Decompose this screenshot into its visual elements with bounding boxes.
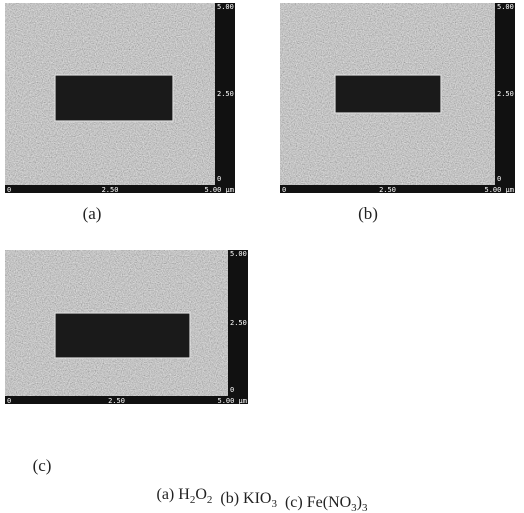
etched-region	[54, 312, 191, 359]
bottom-scale-strip	[280, 185, 515, 193]
right-axis-label: 5.00	[217, 3, 234, 11]
bottom-axis-label: 2.50	[108, 397, 125, 405]
panel-label: (a)	[83, 204, 102, 223]
afm-panel: 5.00 2.50 0 0 2.50 5.00 μm (c)	[5, 250, 248, 475]
afm-panel: 5.00 2.50 0 0 2.50 5.00 μm (b)	[280, 3, 515, 223]
bottom-scale-strip	[5, 185, 235, 193]
bottom-axis-label: 0	[7, 397, 11, 405]
formula-subscript: 3	[351, 502, 357, 513]
bottom-axis-label: 0	[7, 186, 11, 194]
formula-text: O	[195, 486, 207, 503]
bottom-scale-strip	[5, 396, 248, 404]
afm-panel: 5.00 2.50 0 0 2.50 5.00 μm (a)	[5, 3, 235, 223]
right-axis-label: 2.50	[217, 90, 234, 98]
right-axis-label: 0	[217, 175, 221, 183]
formula-text: Fe(NO	[307, 494, 351, 511]
right-axis-label: 5.00	[497, 3, 514, 11]
caption-label: (b)	[220, 490, 239, 507]
etched-region	[54, 74, 174, 122]
formula-text: H	[178, 486, 190, 503]
formula-subscript: 3	[271, 498, 277, 510]
bottom-axis-label: 2.50	[102, 186, 119, 194]
bottom-axis-label: 5.00 μm	[484, 186, 514, 194]
caption-label: (c)	[285, 494, 303, 511]
panel-label: (b)	[358, 204, 378, 223]
right-axis-label: 5.00	[230, 250, 247, 258]
formula-text: KIO	[243, 490, 271, 507]
caption: (a) H2O2 (b) KIO3 (c) Fe(NO3)3	[156, 486, 368, 513]
bottom-axis-label: 2.50	[379, 186, 396, 194]
right-axis-label: 2.50	[497, 90, 514, 98]
bottom-axis-label: 0	[282, 186, 286, 194]
right-axis-label: 0	[497, 175, 501, 183]
bottom-axis-label: 5.00 μm	[217, 397, 247, 405]
right-scale-strip	[215, 3, 235, 193]
formula-text: )	[357, 494, 362, 511]
caption-label: (a)	[156, 486, 174, 503]
formula-subscript: 3	[362, 502, 368, 513]
panel-label: (c)	[33, 456, 52, 475]
right-scale-strip	[495, 3, 515, 193]
formula-subscript: 2	[207, 494, 213, 506]
right-scale-strip	[228, 250, 248, 404]
formula-subscript: 2	[190, 494, 196, 506]
etched-region	[334, 74, 442, 114]
right-axis-label: 0	[230, 386, 234, 394]
bottom-axis-label: 5.00 μm	[204, 186, 234, 194]
right-axis-label: 2.50	[230, 319, 247, 327]
